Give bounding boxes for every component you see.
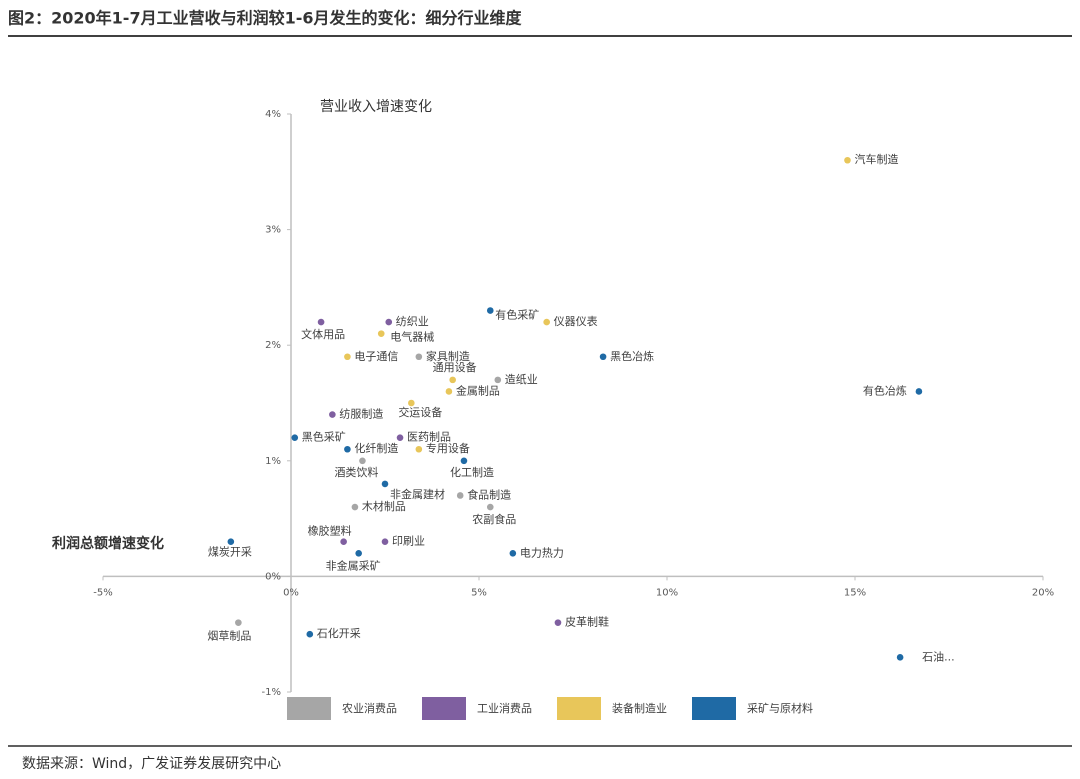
point [449,376,456,384]
x-axis-title: 利润总额增速变化 [52,535,164,552]
point [329,411,336,418]
point [291,434,299,441]
legend-label: 装备制造业 [612,701,667,715]
legend-swatch [422,697,466,720]
point [486,307,494,314]
point [381,480,389,488]
point-label: 纺服制造 [339,407,383,421]
point-label: 化纤制造 [354,441,398,455]
point [355,549,362,557]
x-tick-label: -5% [93,587,112,598]
x-tick-label: 5% [471,587,487,598]
x-tick-label: 20% [1032,587,1054,598]
point [396,434,404,441]
point [381,538,389,546]
point [359,457,366,465]
point-label: 电气器械 [390,330,434,344]
y-axis-title: 营业收入增速变化 [320,99,432,115]
point [408,399,415,407]
legend-label: 工业消费品 [477,701,532,715]
point [460,457,468,465]
point [509,549,517,557]
point-label: 石化开采 [317,626,361,640]
point-label: 食品制造 [467,487,511,501]
point-label: 有色冶炼 [863,383,907,397]
point-label: 家具制造 [426,349,470,363]
point-label: 石油... [922,649,955,663]
y-tick-label: 3% [265,225,281,236]
point-label: 印刷业 [392,535,425,548]
point [317,318,325,326]
point-label: 烟草制品 [207,629,251,643]
point-label: 黑色采矿 [302,430,346,444]
legend-label: 采矿与原材料 [747,701,813,715]
y-tick-label: 2% [265,340,281,351]
legend-label: 农业消费品 [342,701,397,715]
point [486,503,494,511]
point [340,538,347,546]
point-label: 电子通信 [354,350,398,363]
point [554,619,562,626]
chart-title: 图2：2020年1-7月工业营收与利润较1-6月发生的变化：细分行业维度 [8,9,522,28]
point [494,376,502,384]
point-label: 金属制品 [456,383,500,397]
point-label: 化工制造 [450,465,494,479]
point-label: 橡胶塑料 [308,524,352,538]
legend-swatch [287,697,331,720]
point [445,388,453,395]
point-label: 造纸业 [505,372,538,386]
point-label: 交运设备 [398,405,442,419]
point-label: 木材制品 [362,499,406,513]
point-label: 有色采矿 [495,308,539,322]
point [385,318,393,326]
point [896,654,904,661]
y-tick-label: -1% [262,687,281,698]
point [306,630,314,638]
point-label: 电力热力 [520,546,564,559]
point-label: 通用设备 [433,360,477,374]
point [415,353,423,361]
point-label: 非金属采矿 [326,558,381,572]
point-label: 皮革制鞋 [565,615,609,629]
point [599,353,607,361]
point-label: 专用设备 [426,441,470,455]
point-label: 黑色冶炼 [610,349,654,363]
point-label: 农副食品 [472,512,516,526]
x-tick-label: 0% [283,587,299,598]
point-label: 纺织业 [396,314,429,328]
point-label: 仪器仪表 [554,314,598,328]
x-tick-label: 10% [656,587,678,598]
point [227,538,235,546]
point [344,353,351,361]
point [351,503,359,511]
point [456,492,464,499]
point-label: 酒类饮料 [334,465,378,479]
x-tick-label: 15% [844,587,866,598]
point [235,619,242,626]
point [543,318,550,326]
point [415,445,423,453]
point-label: 医药制品 [407,431,451,444]
y-tick-label: 1% [265,456,281,467]
point-label: 非金属建材 [390,487,445,501]
y-tick-label: 4% [265,109,281,120]
point [915,388,923,395]
point-label: 煤炭开采 [208,546,252,559]
legend-swatch [557,697,601,720]
point-label: 文体用品 [301,327,345,341]
point [377,330,385,337]
y-tick-label: 0% [265,571,281,582]
source-note: 数据来源：Wind，广发证券发展研究中心 [22,756,281,772]
legend-swatch [692,697,736,720]
point [844,156,851,164]
point [344,445,351,453]
point-label: 汽车制造 [854,152,898,166]
